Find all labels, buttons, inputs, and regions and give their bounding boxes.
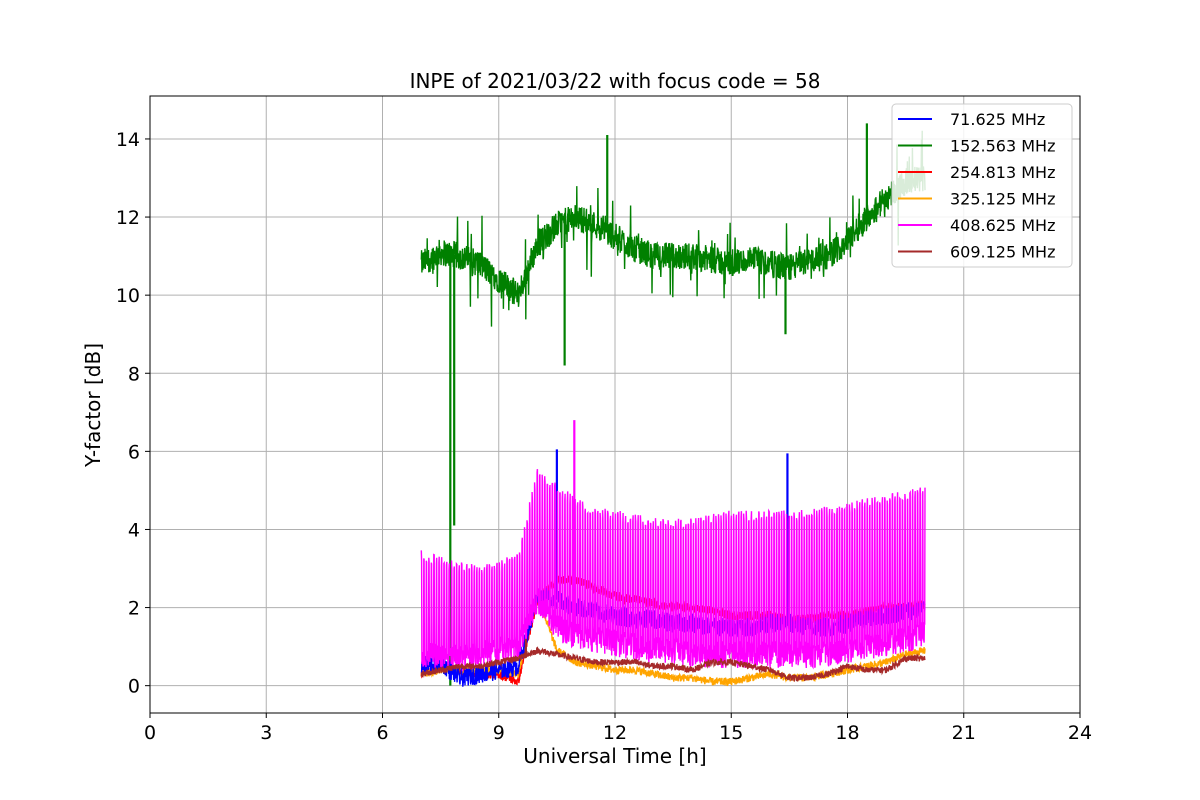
y-tick-label: 2 (128, 598, 140, 620)
y-axis-label: Y-factor [dB] (81, 343, 105, 468)
legend-box (891, 103, 1073, 268)
x-tick-label: 0 (144, 722, 156, 744)
y-tick-label: 6 (128, 441, 140, 463)
chart-title: INPE of 2021/03/22 with focus code = 58 (410, 69, 821, 93)
legend-label: 408.625 MHz (950, 216, 1055, 235)
legend-item: 609.125 MHz (898, 243, 1055, 262)
legend-label: 152.563 MHz (950, 137, 1055, 156)
legend-label: 71.625 MHz (950, 110, 1045, 129)
series-path (420, 130, 926, 327)
series-line (420, 123, 926, 686)
y-tick-label: 0 (128, 676, 140, 698)
series-path (420, 469, 926, 672)
x-tick-label: 6 (376, 722, 388, 744)
legend-label: 254.813 MHz (950, 163, 1055, 182)
series-line (420, 638, 926, 683)
y-tick-label: 10 (116, 285, 140, 307)
x-axis-label: Universal Time [h] (523, 744, 706, 768)
plot-area (420, 123, 926, 687)
y-tick-label: 12 (116, 207, 140, 229)
legend-item: 254.813 MHz (898, 163, 1055, 182)
series-line (420, 420, 926, 672)
x-tick-label: 3 (260, 722, 272, 744)
y-tick-label: 4 (128, 519, 140, 541)
x-tick-label: 9 (493, 722, 505, 744)
x-tick-label: 15 (719, 722, 743, 744)
legend-item: 71.625 MHz (898, 110, 1045, 129)
legend-item: 325.125 MHz (898, 190, 1055, 209)
x-tick-label: 24 (1068, 722, 1092, 744)
x-tick-label: 18 (835, 722, 859, 744)
legend-item: 152.563 MHz (898, 137, 1055, 156)
series-path (420, 646, 926, 683)
legend-item: 408.625 MHz (898, 216, 1055, 235)
y-tick-label: 8 (128, 363, 140, 385)
legend: 71.625 MHz 152.563 MHz 254.813 MHz 325.125 … (891, 103, 1073, 268)
y-tick-label: 14 (116, 129, 140, 151)
x-tick-label: 21 (952, 722, 976, 744)
x-tick-label: 12 (603, 722, 627, 744)
legend-label: 325.125 MHz (950, 190, 1055, 209)
legend-label: 609.125 MHz (950, 243, 1055, 262)
